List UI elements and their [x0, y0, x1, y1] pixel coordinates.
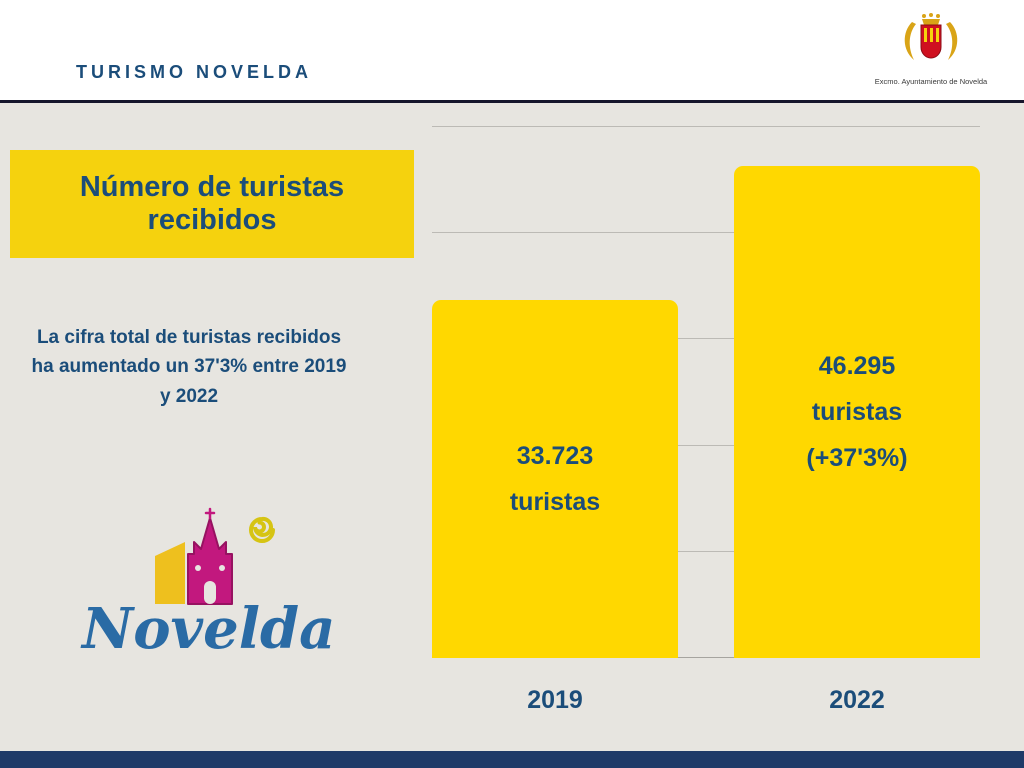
- bar-2019-value: 33.723: [516, 441, 594, 470]
- gridline: [432, 338, 980, 339]
- bar-2019: 33.723 turistas: [432, 300, 678, 658]
- crest-caption: Excmo. Ayuntamiento de Novelda: [874, 77, 988, 86]
- brand-title: TURISMO NOVELDA: [76, 62, 313, 82]
- gridline: [432, 126, 980, 127]
- slide-title-box: Número de turistas recibidos: [10, 150, 414, 258]
- bar-2022-unit: turistas: [811, 397, 903, 426]
- summary-text: La cifra total de turistas recibidos ha …: [31, 327, 347, 407]
- magenta-facade-shape: [187, 517, 233, 605]
- novelda-wordmark: Novelda: [80, 596, 335, 660]
- gridline: [432, 232, 980, 233]
- ayuntamiento-crest: Excmo. Ayuntamiento de Novelda: [866, 10, 996, 86]
- gridline: [432, 657, 980, 658]
- x-axis-label-2022: 2022: [829, 686, 885, 714]
- x-axis-label-2019: 2019: [527, 686, 583, 714]
- bar-2022-pct-change: (+37'3%): [806, 443, 908, 472]
- novelda-logo: Novelda: [80, 498, 345, 665]
- spiral-sun-icon: [249, 516, 275, 543]
- page-title: Número de turistas recibidos: [79, 170, 345, 236]
- coat-of-arms-icon: [904, 13, 958, 60]
- gridline: [432, 551, 980, 552]
- bar-2019-unit: turistas: [509, 487, 601, 516]
- bar-2022: 46.295 turistas (+37'3%): [734, 166, 980, 658]
- header-divider: [0, 100, 1024, 103]
- gridline: [432, 445, 980, 446]
- bar-2022-value: 46.295: [818, 351, 896, 380]
- header: TURISMO NOVELDA Excmo. Ayuntamiento de N…: [0, 0, 1024, 100]
- bar-chart-plot: 33.723 turistas 46.295 turistas (+37'3%): [432, 126, 980, 658]
- footer-bar: [0, 751, 1024, 768]
- novelda-logo-icon: Novelda: [80, 507, 335, 662]
- yellow-building-shape: [155, 542, 185, 604]
